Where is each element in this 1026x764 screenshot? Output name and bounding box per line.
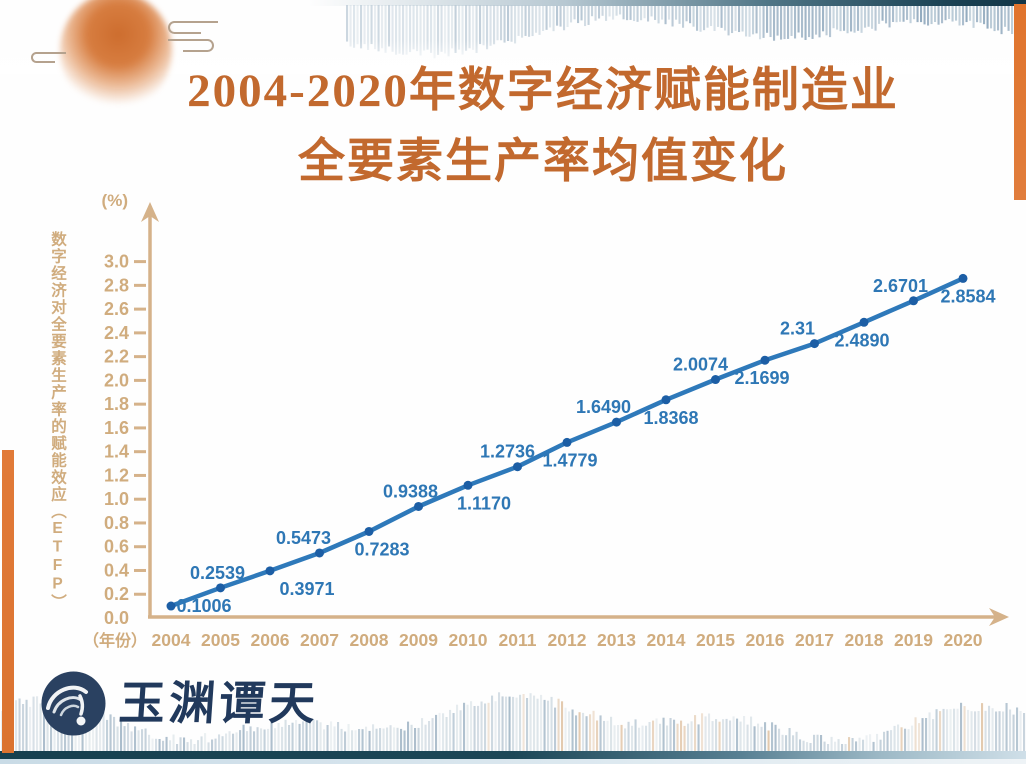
data-point [513,462,522,472]
data-point-label: 2.4890 [834,330,889,350]
page-title: 2004-2020年数字经济赋能制造业 全要素生产率均值变化 [90,56,996,198]
data-point-label: 0.5473 [276,528,331,548]
sun-icon [60,0,172,110]
x-tick-label: 2019 [894,630,933,650]
y-tick-label: 0.2 [104,584,129,604]
axes [141,202,1009,626]
x-tick-label: 2011 [499,630,537,650]
data-point [810,339,819,349]
data-point [909,296,918,306]
left-orange-bar [2,450,14,753]
x-tick-label: 2014 [647,630,686,650]
y-tick-label: 1.6 [104,418,129,438]
cloud-small-icon [30,52,66,63]
y-tick-label: 2.8 [104,275,129,295]
title-line-2: 全要素生产率均值变化 [298,136,788,188]
data-point [562,437,572,447]
data-point-label: 2.1699 [734,368,789,388]
y-axis-ticks: 0.0 0.2 0.4 0.6 0.8 1.0 1.2 1.4 1.6 1.8 2.0 2.2 2.4 2… [104,252,146,628]
x-tick-label: 2005 [201,630,240,650]
data-point-label: 0.3971 [279,579,334,599]
x-tick-label: 2008 [350,630,389,650]
data-point [760,355,770,365]
y-tick-label: 1.0 [104,489,129,509]
data-point-label: 0.2539 [190,563,245,583]
data-point [463,480,473,490]
data-point [711,375,720,385]
data-point [661,395,671,405]
data-point-label: 0.9388 [383,482,438,502]
x-tick-label: 2006 [251,630,290,650]
data-point-label: 2.0074 [673,355,728,375]
x-tick-label: 2015 [696,630,735,650]
logo-mark-icon [41,671,106,736]
y-tick-label: 2.2 [104,347,129,367]
x-tick-label: 2010 [449,630,488,650]
data-point [414,501,423,511]
y-axis-title: 数字经济对全要素生产率的赋能效应（ETFP） [49,231,66,611]
y-tick-label: 2.0 [104,370,129,390]
data-point [216,583,225,593]
y-tick-label: 1.4 [104,442,129,462]
title-line-1: 2004-2020年数字经济赋能制造业 [187,65,899,117]
x-tick-label: 2012 [548,630,587,650]
data-point-label: 2.6701 [873,276,928,296]
y-tick-label: 0.0 [104,608,129,628]
data-points: 0.1006 0.2539 0.3971 0.5473 0.7283 0.9388 1.11… [166,273,996,616]
y-tick-label: 0.8 [104,513,129,533]
y-tick-label: 2.6 [104,299,129,319]
data-point [364,526,374,536]
y-tick-label: 1.8 [104,394,129,414]
x-tick-label: 2018 [845,630,884,650]
data-point [958,273,968,283]
data-point-label: 2.8584 [940,286,995,306]
x-axis-unit: （年份） [83,631,147,650]
right-orange-bar [1014,4,1026,200]
line-chart: 0.0 0.2 0.4 0.6 0.8 1.0 1.2 1.4 1.6 1.8 2.0 2.2 2.4 2… [83,191,1009,650]
cloud-icon [168,21,218,52]
x-tick-label: 2004 [152,630,191,650]
data-point [166,601,176,611]
logo-text: 玉渊谭天 [117,677,321,729]
x-axis-labels: （年份） 2004 2005 2006 2007 2008 2009 2010 2011 2012… [83,630,983,650]
data-point [315,548,324,558]
data-point-label: 0.7283 [354,540,409,560]
data-point-label: 1.1170 [457,493,511,513]
x-tick-label: 2009 [399,630,438,650]
x-tick-label: 2013 [597,630,636,650]
data-point [612,417,621,427]
data-point [859,317,869,327]
data-point [265,566,275,576]
y-tick-label: 2.4 [104,323,129,343]
y-tick-label: 3.0 [104,252,129,272]
y-tick-label: 0.6 [104,537,129,557]
y-tick-label: 0.4 [104,560,129,580]
x-tick-label: 2017 [795,630,834,650]
bottom-teal-strip [0,751,1026,759]
logo: 玉渊谭天 [40,670,321,737]
data-point-label: 1.6490 [576,397,631,417]
data-point-label: 1.2736 [480,442,535,462]
data-point-label: 1.8368 [643,408,698,428]
data-point-label: 0.1006 [176,596,231,616]
data-point-label: 2.31 [780,319,815,339]
x-tick-label: 2020 [944,630,983,650]
data-point-label: 1.4779 [542,450,597,470]
y-tick-label: 1.2 [104,465,129,485]
y-unit-label: (%) [102,191,128,210]
x-tick-label: 2007 [300,630,339,650]
bottom-light-strip [0,759,1026,764]
x-tick-label: 2016 [746,630,785,650]
top-teal-strip [0,0,1026,6]
